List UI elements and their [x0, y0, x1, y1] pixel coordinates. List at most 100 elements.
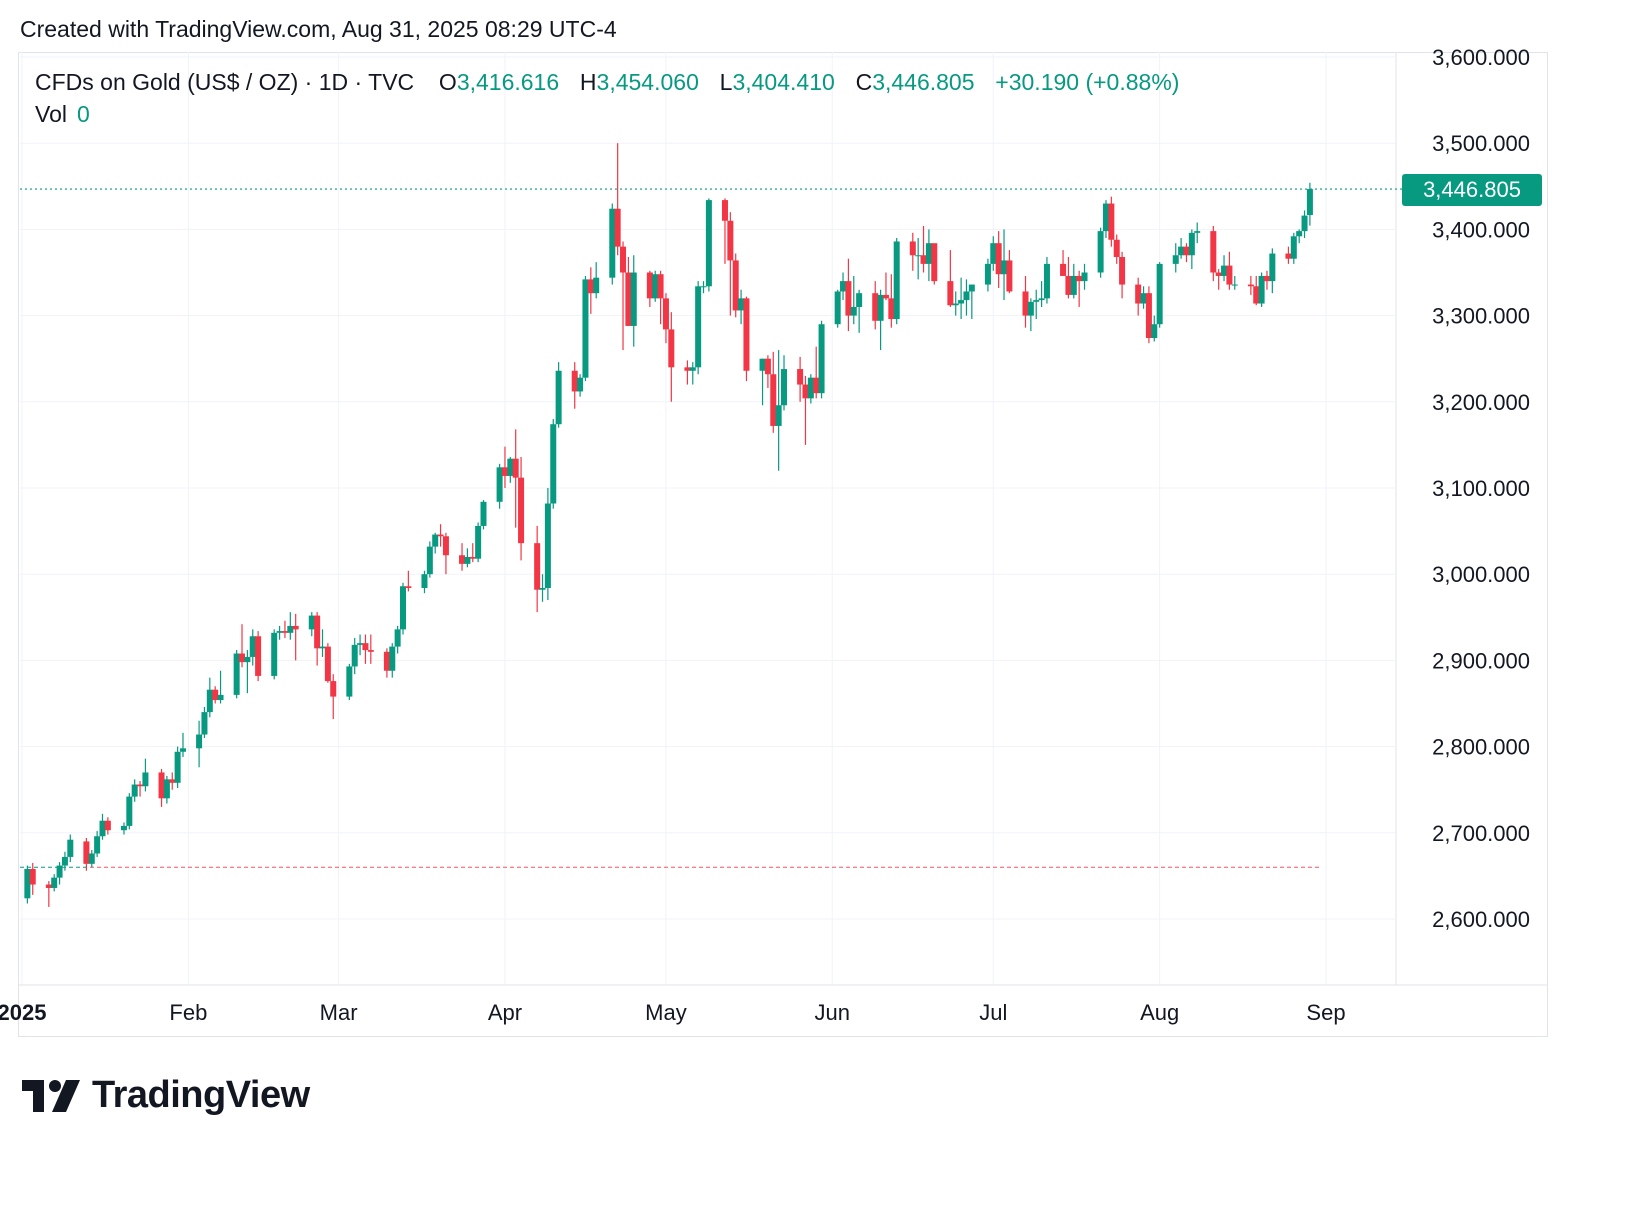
candle — [1247, 275, 1254, 295]
candle-body — [287, 625, 294, 633]
candle-body — [255, 636, 262, 676]
candle — [1140, 286, 1147, 309]
candle — [174, 746, 181, 788]
candle-body — [346, 666, 353, 697]
candle — [501, 446, 508, 488]
candle — [271, 629, 278, 680]
candle-body — [51, 877, 58, 888]
time-tick-label: Jul — [979, 1000, 1007, 1025]
candle — [459, 543, 466, 571]
symbol-name: CFDs on Gold (US$ / OZ) · 1D · TVC — [35, 69, 415, 95]
candle-body — [1285, 253, 1292, 259]
candle-body — [459, 555, 466, 564]
candle-body — [915, 255, 922, 257]
candle — [550, 419, 557, 509]
candle — [163, 775, 170, 804]
candle-body — [99, 820, 106, 837]
candle-body — [550, 424, 557, 504]
candle — [700, 281, 707, 294]
candle — [1022, 275, 1029, 328]
candle-body — [555, 370, 562, 425]
candle — [1033, 289, 1040, 320]
candle-body — [1221, 265, 1228, 276]
candle-body — [571, 370, 578, 392]
candle — [99, 813, 106, 840]
candle-body — [759, 358, 766, 371]
candle-body — [1247, 284, 1254, 287]
candle — [255, 631, 262, 682]
candle-body — [1140, 293, 1147, 304]
candle-body — [480, 501, 487, 526]
candle-body — [169, 779, 176, 783]
candle — [346, 663, 353, 701]
candle-body — [142, 772, 149, 787]
candle-body — [518, 477, 525, 544]
candle-body — [700, 286, 707, 288]
candle — [582, 275, 589, 382]
candle — [1065, 256, 1072, 299]
candle-body — [684, 367, 691, 371]
candle-body — [732, 260, 739, 311]
candle — [158, 769, 165, 807]
candle-body — [233, 653, 240, 695]
candle-body — [319, 646, 326, 649]
candle-body — [625, 272, 632, 326]
chart-frame[interactable] — [18, 52, 1548, 1037]
candle-body — [834, 291, 841, 325]
candle — [131, 779, 138, 802]
candle-body — [308, 615, 315, 630]
candle — [319, 629, 326, 657]
open-value: 3,416.616 — [456, 69, 560, 95]
candle-body — [1108, 203, 1115, 240]
candle — [577, 374, 584, 397]
candle — [120, 822, 127, 835]
candle — [56, 862, 63, 885]
candle-body — [909, 241, 916, 256]
candle-body — [276, 631, 283, 633]
candle — [727, 212, 734, 316]
candle — [1253, 275, 1260, 306]
candle — [695, 281, 702, 375]
candle-body — [609, 208, 616, 278]
candle — [1172, 243, 1179, 273]
candle-body — [931, 243, 938, 282]
candle-body — [646, 272, 653, 299]
candle — [544, 488, 551, 601]
candle — [1070, 263, 1077, 299]
candle-body — [1296, 231, 1303, 237]
candle — [1183, 243, 1190, 263]
candle — [764, 355, 771, 389]
candle-body — [1102, 203, 1109, 232]
candle-body — [131, 784, 138, 797]
candle-body — [158, 772, 165, 799]
candle-body — [389, 646, 396, 671]
candle — [206, 677, 213, 718]
candle — [1043, 256, 1050, 304]
candle-body — [314, 615, 321, 649]
candle-body — [271, 632, 278, 676]
candle — [437, 524, 444, 547]
candle — [518, 456, 525, 561]
candle-body — [1194, 231, 1201, 233]
price-tick-label: 3,100.000 — [1432, 476, 1530, 501]
candle-body — [244, 656, 251, 663]
candle-body — [593, 277, 600, 294]
time-tick-label: Sep — [1306, 1000, 1345, 1025]
candle-body — [421, 574, 428, 588]
candle — [1194, 222, 1201, 244]
candle-body — [1076, 275, 1083, 282]
candle-body — [126, 796, 133, 826]
candle-body — [426, 546, 433, 575]
candle — [126, 793, 133, 830]
candle — [1102, 200, 1109, 239]
candle-body — [577, 377, 584, 392]
candle — [1027, 298, 1034, 332]
candle — [201, 706, 208, 738]
tradingview-logo[interactable]: TradingView — [22, 1074, 310, 1117]
candle — [995, 231, 1002, 289]
candle — [721, 198, 728, 264]
candle-body — [88, 853, 95, 864]
price-tick-label: 2,800.000 — [1432, 735, 1530, 760]
price-tick-label: 2,700.000 — [1432, 821, 1530, 846]
